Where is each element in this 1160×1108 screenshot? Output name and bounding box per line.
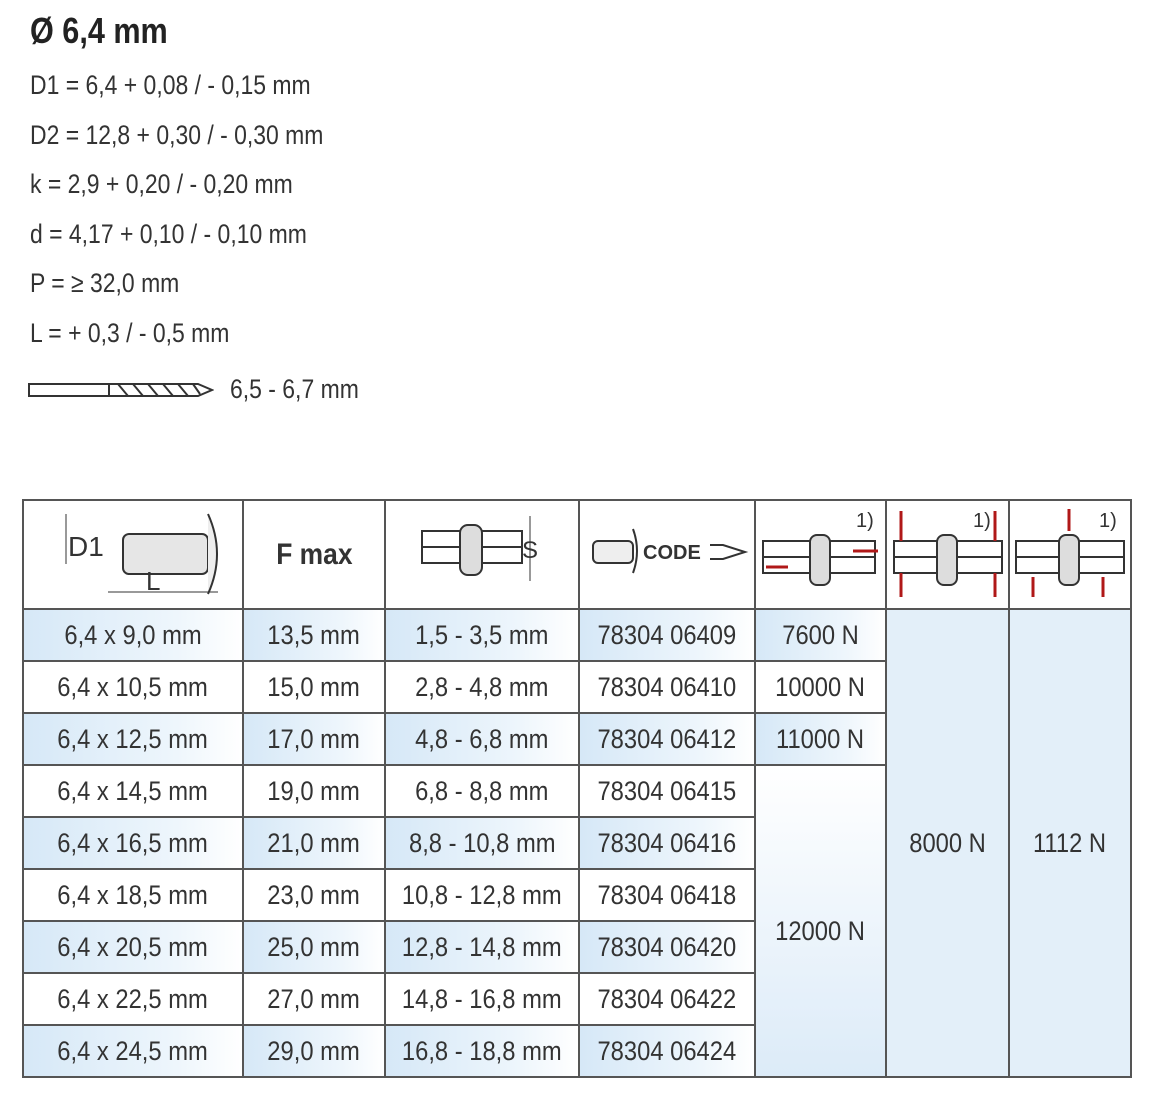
- table-cell: 7600 N: [754, 608, 887, 662]
- svg-text:CODE: CODE: [643, 542, 701, 564]
- table-cell: 78304 06410: [578, 660, 756, 714]
- table-row: 6,4 x 18,5 mm 23,0 mm 10,8 - 12,8 mm 78304 …: [22, 868, 1131, 922]
- table-cell: 15,0 mm: [242, 660, 386, 714]
- svg-text:1): 1): [973, 510, 991, 532]
- svg-text:1): 1): [1099, 510, 1117, 532]
- table-cell: 6,4 x 12,5 mm: [22, 712, 244, 766]
- table-cell: 10,8 - 12,8 mm: [384, 868, 580, 922]
- head-retention-value: 1112 N: [1008, 608, 1132, 1078]
- rivet-code-icon: CODE: [591, 528, 748, 574]
- table-cell: 78304 06412: [578, 712, 756, 766]
- header-fmax: F max: [242, 499, 386, 610]
- table-cell: 17,0 mm: [242, 712, 386, 766]
- table-header: D1 L F max S CODE 1) 1) 1): [22, 499, 1132, 610]
- table-cell: 19,0 mm: [242, 764, 386, 818]
- table-cell: 6,4 x 18,5 mm: [22, 868, 244, 922]
- header-grip-range: S: [384, 499, 580, 610]
- table-row: 6,4 x 14,5 mm 19,0 mm 6,8 - 8,8 mm 78304 06…: [22, 764, 1131, 1078]
- table-cell: 78304 06422: [578, 972, 756, 1026]
- table-cell: 27,0 mm: [242, 972, 386, 1026]
- table-cell: 21,0 mm: [242, 816, 386, 870]
- rivet-dimension-icon: D1 L: [65, 513, 218, 596]
- table-cell: 6,4 x 24,5 mm: [22, 1024, 244, 1078]
- tensile-value: 8000 N: [885, 608, 1010, 1078]
- table-row: 6,4 x 16,5 mm 21,0 mm 8,8 - 10,8 mm 78304 0…: [22, 816, 1131, 870]
- table-row: 6,4 x 12,5 mm 17,0 mm 4,8 - 6,8 mm 78304 06…: [22, 712, 1131, 766]
- svg-text:1): 1): [856, 510, 874, 532]
- table-cell: 25,0 mm: [242, 920, 386, 974]
- table-row: 6,4 x 24,5 mm 29,0 mm 16,8 - 18,8 mm 78304 …: [22, 1024, 1131, 1078]
- table-cell: 78304 06416: [578, 816, 756, 870]
- table-cell: 6,4 x 22,5 mm: [22, 972, 244, 1026]
- table-cell: 8,8 - 10,8 mm: [384, 816, 580, 870]
- header-shear: 1): [754, 499, 887, 610]
- table-cell: 29,0 mm: [242, 1024, 386, 1078]
- table-cell: 78304 06415: [578, 764, 756, 818]
- page-title: Ø 6,4 mm: [30, 10, 168, 51]
- drill-spec: 6,5 - 6,7 mm: [28, 374, 382, 405]
- spec-k: k = 2,9 + 0,20 / - 0,20 mm: [30, 169, 293, 199]
- table-cell: 78304 06418: [578, 868, 756, 922]
- table-cell: 23,0 mm: [242, 868, 386, 922]
- shear-force-icon: 1): [762, 510, 878, 586]
- header-tensile: 1): [885, 499, 1010, 610]
- header-head-retention: 1): [1008, 499, 1132, 610]
- spec-d1: D1 = 6,4 + 0,08 / - 0,15 mm: [30, 70, 311, 100]
- d1-label: D1: [68, 531, 104, 562]
- spec-l: L = + 0,3 / - 0,5 mm: [30, 318, 230, 348]
- table-cell: 4,8 - 6,8 mm: [384, 712, 580, 766]
- table-cell: 6,4 x 14,5 mm: [22, 764, 244, 818]
- table-cell: 6,4 x 10,5 mm: [22, 660, 244, 714]
- table-cell: 6,8 - 8,8 mm: [384, 764, 580, 818]
- table-cell: 78304 06409: [578, 608, 756, 662]
- table-cell: 78304 06424: [578, 1024, 756, 1078]
- rivet-table: D1 L F max S CODE 1) 1) 1) 6,4 x 9,0 mm 13…: [22, 499, 1132, 1078]
- svg-text:S: S: [522, 537, 538, 564]
- drill-diameter: 6,5 - 6,7 mm: [230, 374, 359, 404]
- spec-d: d = 4,17 + 0,10 / - 0,10 mm: [30, 219, 307, 249]
- table-cell: 2,8 - 4,8 mm: [384, 660, 580, 714]
- head-retention-icon: 1): [1015, 509, 1125, 597]
- grip-range-icon: S: [421, 516, 538, 581]
- table-cell: 14,8 - 16,8 mm: [384, 972, 580, 1026]
- table-cell: 11000 N: [754, 712, 887, 766]
- table-cell: 12,8 - 14,8 mm: [384, 920, 580, 974]
- drill-bit-icon: [28, 382, 214, 397]
- table-cell: 78304 06420: [578, 920, 756, 974]
- table-cell: 10000 N: [754, 660, 887, 714]
- table-cell: 6,4 x 9,0 mm: [22, 608, 244, 662]
- tensile-force-icon: 1): [892, 510, 1003, 597]
- header-code: CODE: [578, 499, 756, 610]
- table-row: 6,4 x 22,5 mm 27,0 mm 14,8 - 16,8 mm 78304 …: [22, 972, 1131, 1026]
- l-label: L: [146, 566, 160, 596]
- table-row: 6,4 x 9,0 mm 13,5 mm 1,5 - 3,5 mm 78304 064…: [22, 608, 1132, 1078]
- spec-d2: D2 = 12,8 + 0,30 / - 0,30 mm: [30, 120, 324, 150]
- table-row: 6,4 x 10,5 mm 15,0 mm 2,8 - 4,8 mm 78304 06…: [22, 660, 1131, 714]
- shear-value-merged: 12000 N: [754, 764, 887, 1078]
- table-cell: 6,4 x 20,5 mm: [22, 920, 244, 974]
- spec-p: P = ≥ 32,0 mm: [30, 268, 180, 298]
- table-cell: 1,5 - 3,5 mm: [384, 608, 580, 662]
- table-row: 6,4 x 20,5 mm 25,0 mm 12,8 - 14,8 mm 78304 …: [22, 920, 1131, 974]
- table-cell: 13,5 mm: [242, 608, 386, 662]
- table-cell: 6,4 x 16,5 mm: [22, 816, 244, 870]
- header-dimensions: D1 L: [22, 499, 244, 610]
- table-cell: 16,8 - 18,8 mm: [384, 1024, 580, 1078]
